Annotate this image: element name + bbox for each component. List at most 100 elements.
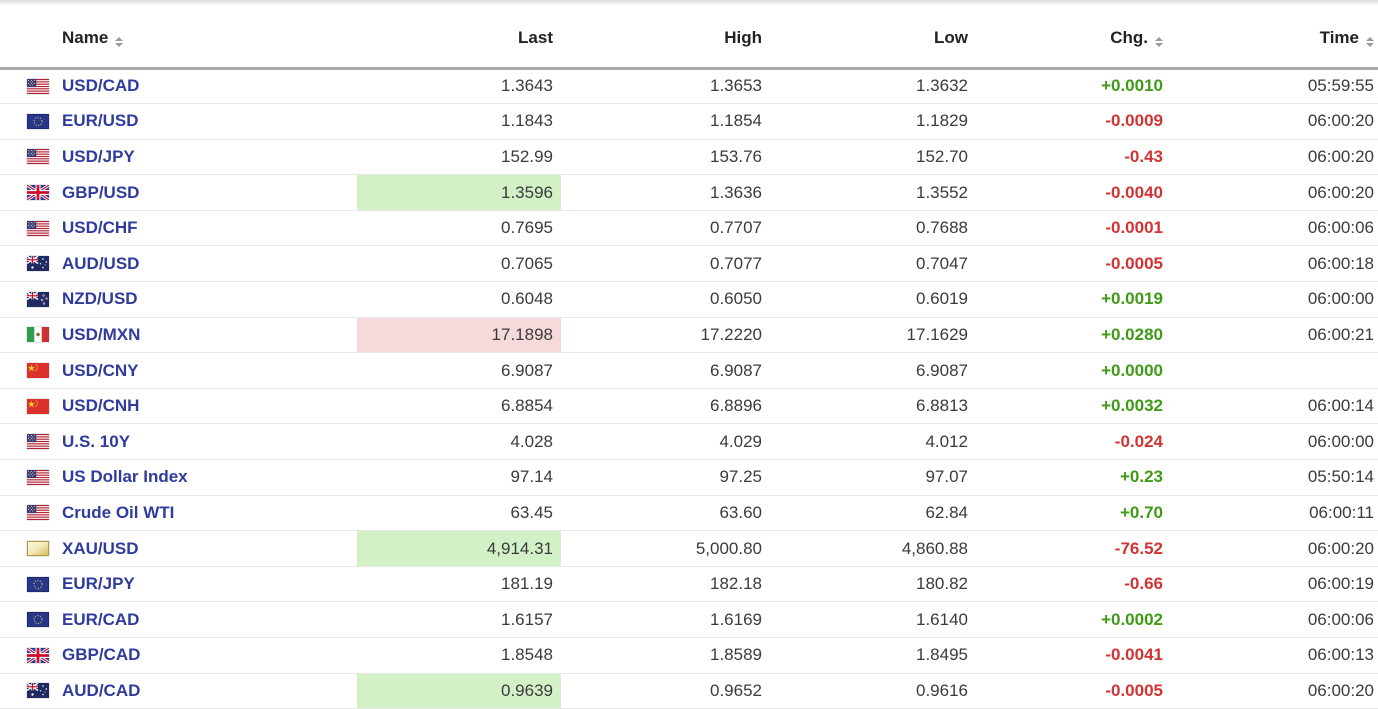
change-cell: -0.0005 (976, 245, 1171, 283)
name-wrap: USD/CAD (27, 76, 356, 96)
high-cell: 4.029 (561, 423, 770, 461)
high-cell: 1.3636 (561, 174, 770, 211)
last-cell: 63.45 (357, 495, 561, 532)
instrument-link[interactable]: U.S. 10Y (62, 431, 131, 451)
instrument-link[interactable]: US Dollar Index (62, 467, 188, 487)
name-cell: AUD/CAD (0, 673, 357, 709)
name-wrap: AUD/USD (27, 254, 356, 274)
name-cell: XAU/USD (0, 530, 357, 567)
instrument-link[interactable]: XAU/USD (62, 538, 139, 558)
name-cell: USD/CAD (0, 68, 357, 105)
cn-flag-icon (27, 398, 49, 414)
change-cell: -0.0001 (976, 210, 1171, 247)
time-cell: 06:00:14 (1171, 388, 1378, 425)
table-body: USD/CAD 1.3643 1.3653 1.3632 +0.0010 05:59:55… (0, 68, 1378, 709)
low-cell: 17.1629 (770, 317, 976, 354)
cn-flag-icon (27, 363, 49, 379)
high-cell: 6.9087 (561, 352, 770, 389)
low-cell: 0.7688 (770, 210, 976, 247)
time-cell: 06:00:00 (1171, 281, 1378, 318)
nz-flag-icon (27, 291, 49, 307)
au-flag-icon (27, 256, 49, 272)
instrument-link[interactable]: USD/MXN (62, 324, 141, 344)
time-cell: 06:00:19 (1171, 566, 1378, 603)
low-cell: 62.84 (770, 495, 976, 532)
instrument-link[interactable]: AUD/CAD (62, 680, 141, 700)
change-cell: +0.0019 (976, 281, 1171, 318)
last-cell: 0.6048 (357, 281, 561, 318)
high-cell: 6.8896 (561, 388, 770, 425)
instrument-link[interactable]: GBP/USD (62, 182, 140, 202)
column-header-label: Last (518, 28, 553, 48)
instrument-link[interactable]: USD/CNH (62, 396, 140, 416)
uk-flag-icon (27, 647, 49, 663)
instrument-link[interactable]: EUR/USD (62, 111, 139, 131)
column-header-name[interactable]: Name (0, 6, 357, 70)
time-cell: 06:00:13 (1171, 637, 1378, 674)
mx-flag-icon (27, 327, 49, 343)
low-cell: 180.82 (770, 566, 976, 603)
column-header-last: Last (357, 6, 561, 70)
name-wrap: GBP/USD (27, 183, 356, 203)
instrument-link[interactable]: USD/CHF (62, 218, 138, 238)
sort-icon (1155, 37, 1163, 48)
change-cell: -0.43 (976, 139, 1171, 176)
high-cell: 97.25 (561, 459, 770, 496)
quote-row: USD/JPY 152.99 153.76 152.70 -0.43 06:00:20 (0, 139, 1378, 176)
low-cell: 0.7047 (770, 245, 976, 283)
name-cell: AUD/USD (0, 245, 357, 283)
last-cell: 97.14 (357, 459, 561, 496)
instrument-link[interactable]: USD/CAD (62, 76, 140, 96)
name-wrap: USD/CNH (27, 396, 356, 416)
column-header-time[interactable]: Time (1171, 6, 1378, 70)
name-cell: USD/JPY (0, 139, 357, 176)
instrument-link[interactable]: USD/JPY (62, 146, 135, 166)
time-cell: 05:59:55 (1171, 68, 1378, 105)
name-wrap: USD/CNY (27, 361, 356, 381)
us-flag-icon (27, 434, 49, 450)
quote-row: EUR/CAD 1.6157 1.6169 1.6140 +0.0002 06:00:06 (0, 601, 1378, 638)
name-cell: Crude Oil WTI (0, 495, 357, 532)
us-flag-icon (27, 505, 49, 521)
au-flag-icon (27, 683, 49, 699)
instrument-link[interactable]: EUR/JPY (62, 574, 135, 594)
instrument-link[interactable]: Crude Oil WTI (62, 502, 175, 522)
time-cell: 06:00:20 (1171, 103, 1378, 140)
name-cell: USD/MXN (0, 317, 357, 354)
us-flag-icon (27, 149, 49, 165)
last-cell: 1.8548 (357, 637, 561, 674)
name-wrap: EUR/CAD (27, 610, 356, 630)
last-cell: 0.7695 (357, 210, 561, 247)
instrument-link[interactable]: AUD/USD (62, 253, 140, 273)
change-cell: +0.0280 (976, 317, 1171, 354)
last-cell: 1.3643 (357, 68, 561, 105)
high-cell: 63.60 (561, 495, 770, 532)
instrument-link[interactable]: EUR/CAD (62, 609, 140, 629)
instrument-link[interactable]: GBP/CAD (62, 645, 141, 665)
name-wrap: USD/JPY (27, 147, 356, 167)
change-cell: +0.70 (976, 495, 1171, 532)
low-cell: 1.6140 (770, 601, 976, 638)
eu-flag-icon (27, 113, 49, 129)
instrument-link[interactable]: USD/CNY (62, 360, 139, 380)
sort-icon (1366, 37, 1374, 48)
name-wrap: EUR/USD (27, 111, 356, 131)
name-cell: NZD/USD (0, 281, 357, 318)
quote-row: USD/CHF 0.7695 0.7707 0.7688 -0.0001 06:00:06 (0, 210, 1378, 247)
high-cell: 153.76 (561, 139, 770, 176)
name-cell: GBP/USD (0, 174, 357, 211)
instrument-link[interactable]: NZD/USD (62, 289, 138, 309)
column-header-high: High (561, 6, 770, 70)
time-cell: 06:00:06 (1171, 601, 1378, 638)
low-cell: 1.1829 (770, 103, 976, 140)
name-wrap: U.S. 10Y (27, 432, 356, 452)
quote-row: U.S. 10Y 4.028 4.029 4.012 -0.024 06:00:00 (0, 423, 1378, 461)
name-cell: USD/CNH (0, 388, 357, 425)
last-cell: 4,914.31 (357, 530, 561, 567)
high-cell: 182.18 (561, 566, 770, 603)
last-cell: 1.6157 (357, 601, 561, 638)
eu-flag-icon (27, 576, 49, 592)
last-cell: 4.028 (357, 423, 561, 461)
column-header-chg[interactable]: Chg. (976, 6, 1171, 70)
low-cell: 152.70 (770, 139, 976, 176)
